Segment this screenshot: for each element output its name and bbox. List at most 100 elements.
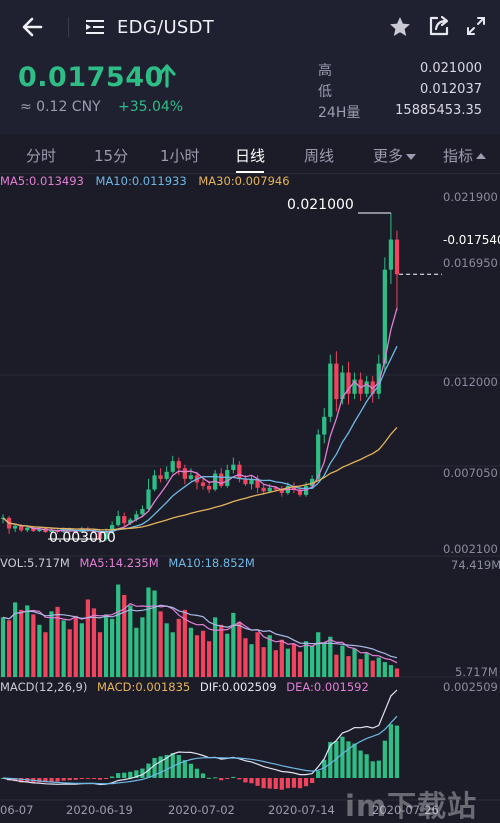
candle	[188, 475, 194, 479]
stat-low-label: 低	[318, 84, 332, 100]
high-price-marker: 0.021000	[287, 197, 354, 213]
macd-histogram-bar	[394, 725, 400, 778]
price-axis-label: 0.016950	[443, 256, 498, 270]
volume-bar	[25, 605, 30, 677]
candle	[73, 531, 78, 533]
volume-bar	[376, 657, 381, 677]
volume-bar	[206, 641, 212, 677]
candle	[255, 478, 260, 488]
macd-histogram-bar	[110, 776, 115, 778]
volume-bar	[6, 620, 12, 677]
macd-histogram-bar	[194, 768, 200, 778]
macd-histogram-bar	[128, 771, 133, 778]
candle	[273, 487, 278, 490]
candle	[116, 516, 121, 525]
volume-bar	[79, 623, 84, 677]
candle	[388, 239, 394, 270]
volume-bar	[346, 656, 351, 677]
candle	[49, 530, 54, 533]
candle	[97, 532, 103, 540]
macd-histogram-bar	[200, 773, 206, 778]
tab-15min[interactable]: 15分	[94, 147, 129, 165]
back-arrow-icon[interactable]	[20, 14, 46, 40]
volume-bar	[170, 632, 175, 677]
dea-line	[2, 715, 398, 785]
macd-histogram-bar	[237, 778, 242, 780]
volume-bar	[182, 609, 187, 677]
tab-indicators[interactable]: 指标	[443, 145, 487, 166]
volume-bar	[279, 639, 284, 677]
volume-bar	[394, 668, 400, 677]
candle	[140, 509, 145, 515]
date-axis-label: 2020-06-19	[66, 803, 133, 817]
volume-bar	[116, 584, 121, 677]
watermark-logo: im下载站	[345, 789, 478, 823]
macd-histogram-bar	[37, 778, 42, 783]
candle	[346, 372, 351, 394]
candle	[25, 527, 30, 531]
candle	[134, 514, 139, 520]
trend-up-icon	[158, 64, 176, 88]
candle	[176, 461, 181, 469]
volume-bar	[370, 660, 375, 677]
candle	[297, 489, 303, 495]
volume-bar	[152, 590, 157, 677]
tab-weekly[interactable]: 周线	[304, 147, 335, 165]
volume-bar	[67, 629, 72, 677]
candle	[394, 239, 400, 275]
share-icon[interactable]	[427, 14, 451, 38]
tab-1hour[interactable]: 1小时	[160, 147, 200, 165]
trading-pair-title[interactable]: EDG/USDT	[117, 17, 215, 38]
candle	[110, 524, 115, 533]
ma30-legend: MA30:0.007946	[198, 174, 290, 188]
ma-legend: MA5:0.013493 MA10:0.011933 MA30:0.007946	[0, 174, 298, 188]
volume-bar	[382, 662, 387, 677]
price-axis-label: 0.002100	[443, 542, 498, 556]
candle	[340, 372, 345, 400]
macd-histogram-bar	[352, 743, 357, 778]
volume-bar	[237, 621, 242, 677]
tab-daily[interactable]: 日线	[235, 147, 266, 165]
macd-histogram-bar	[182, 760, 187, 778]
candle	[206, 485, 212, 490]
date-axis-label: 2020-07-02	[168, 803, 235, 817]
list-icon[interactable]	[86, 19, 104, 35]
dea-value: DEA:0.001592	[286, 680, 369, 694]
volume-bar	[316, 632, 321, 677]
volume-bar	[188, 627, 194, 677]
expand-icon[interactable]	[466, 16, 486, 36]
macd-title: MACD(12,26,9)	[0, 680, 88, 694]
candle	[182, 468, 187, 479]
tab-timeshare[interactable]: 分时	[26, 147, 57, 165]
candle	[249, 478, 254, 485]
ma5-line	[2, 308, 398, 534]
volume-bar	[225, 633, 230, 677]
macd-histogram-bar	[55, 778, 60, 782]
macd-histogram-bar	[358, 750, 363, 778]
macd-histogram-bar	[103, 778, 109, 779]
volume-bar	[200, 630, 206, 677]
macd-histogram-bar	[164, 755, 169, 778]
low-price-marker: 0.003000	[49, 530, 116, 546]
candle	[219, 473, 224, 486]
star-icon[interactable]	[388, 15, 412, 39]
candle	[103, 532, 109, 540]
volume-bar	[255, 632, 260, 677]
macd-histogram-bar	[61, 778, 66, 781]
macd-legend: MACD(12,26,9) MACD:0.001835 DIF:0.002509…	[0, 680, 375, 694]
kline-chart[interactable]	[0, 174, 500, 823]
candle	[352, 379, 357, 394]
volume-bar	[146, 587, 151, 677]
change-percent: +35.04%	[118, 99, 184, 115]
volume-axis-min: 5.717M	[455, 665, 498, 679]
price-axis-label: 0.007050	[443, 466, 498, 480]
date-axis-label: 06-07	[0, 803, 34, 817]
dif-value: DIF:0.002509	[199, 680, 277, 694]
volume-bar	[261, 647, 266, 677]
date-axis-label: 2020-07-26	[372, 803, 439, 817]
candle	[13, 525, 18, 529]
volume-bar	[285, 648, 290, 677]
macd-histogram-bar	[225, 778, 230, 779]
tab-more[interactable]: 更多	[373, 145, 417, 166]
volume-axis-max: 74.419M	[451, 558, 500, 572]
